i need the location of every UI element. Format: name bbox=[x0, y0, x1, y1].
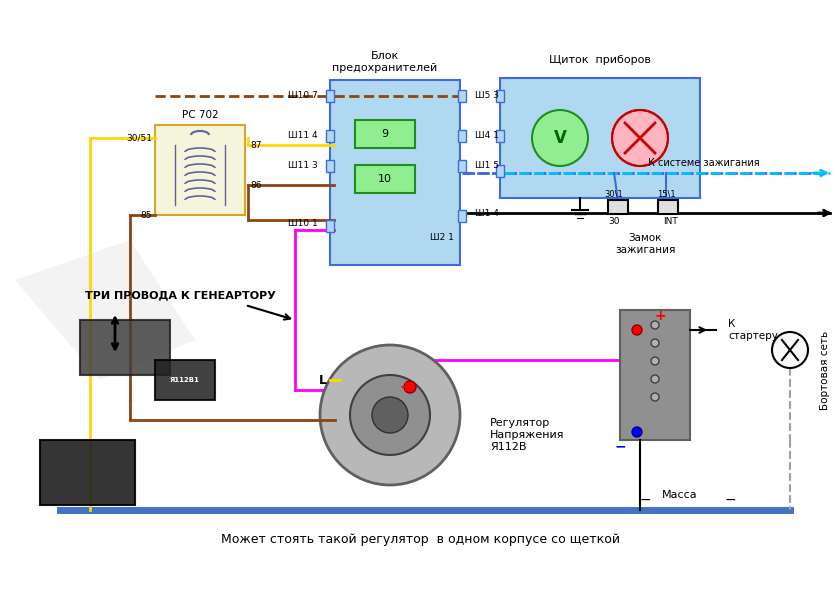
Text: 9: 9 bbox=[381, 129, 389, 139]
Bar bbox=[458, 160, 466, 172]
Bar bbox=[458, 90, 466, 102]
Text: Ш11 4: Ш11 4 bbox=[288, 131, 318, 140]
Bar bbox=[458, 210, 466, 222]
Text: 30/51: 30/51 bbox=[126, 134, 152, 143]
Bar bbox=[326, 220, 334, 232]
Bar bbox=[330, 80, 460, 265]
Text: Регулятор
Напряжения
Я112В: Регулятор Напряжения Я112В bbox=[490, 418, 565, 451]
Text: INT: INT bbox=[663, 217, 677, 226]
Text: ТРИ ПРОВОДА К ГЕНЕАРТОРУ: ТРИ ПРОВОДА К ГЕНЕАРТОРУ bbox=[85, 290, 276, 300]
Text: L: L bbox=[319, 374, 327, 386]
Text: Ш11 3: Ш11 3 bbox=[288, 162, 318, 171]
Circle shape bbox=[404, 381, 416, 393]
Bar bbox=[608, 200, 628, 214]
Text: 15\1: 15\1 bbox=[657, 189, 675, 198]
Text: Ш2 1: Ш2 1 bbox=[430, 233, 454, 242]
Bar bbox=[355, 120, 415, 148]
Text: Ш5 3: Ш5 3 bbox=[475, 91, 499, 100]
Bar bbox=[40, 440, 135, 505]
Text: Ш1 5: Ш1 5 bbox=[475, 162, 499, 171]
Circle shape bbox=[651, 339, 659, 347]
Text: Может стоять такой регулятор  в одном корпусе со щеткой: Может стоять такой регулятор в одном кор… bbox=[220, 534, 619, 546]
Text: К
стартеру: К стартеру bbox=[728, 319, 778, 341]
Text: 30: 30 bbox=[608, 217, 620, 226]
Text: V: V bbox=[554, 129, 566, 147]
Circle shape bbox=[651, 375, 659, 383]
Text: Масса: Масса bbox=[662, 490, 698, 500]
Circle shape bbox=[372, 397, 408, 433]
Circle shape bbox=[632, 427, 642, 437]
Bar bbox=[500, 78, 700, 198]
Bar bbox=[326, 130, 334, 142]
Text: 85: 85 bbox=[141, 211, 152, 220]
Text: −: − bbox=[614, 439, 626, 453]
Bar bbox=[155, 360, 215, 400]
Text: 86: 86 bbox=[250, 180, 261, 189]
Bar bbox=[496, 90, 504, 102]
Circle shape bbox=[651, 357, 659, 365]
Text: Бортовая сеть: Бортовая сеть bbox=[820, 330, 830, 410]
Text: +: + bbox=[399, 380, 411, 394]
Text: Ш10 1: Ш10 1 bbox=[288, 220, 318, 229]
Bar bbox=[496, 130, 504, 142]
Text: 30\1: 30\1 bbox=[605, 189, 623, 198]
Circle shape bbox=[532, 110, 588, 166]
Bar bbox=[326, 160, 334, 172]
Bar bbox=[496, 165, 504, 177]
Bar bbox=[80, 320, 170, 375]
Bar bbox=[326, 90, 334, 102]
Circle shape bbox=[350, 375, 430, 455]
Circle shape bbox=[632, 325, 642, 335]
Circle shape bbox=[651, 321, 659, 329]
Text: 87: 87 bbox=[250, 140, 261, 149]
Text: −: − bbox=[639, 493, 651, 507]
Text: +: + bbox=[654, 309, 666, 323]
Text: РС 702: РС 702 bbox=[182, 110, 219, 120]
Circle shape bbox=[612, 110, 668, 166]
Bar bbox=[658, 200, 678, 214]
Bar bbox=[458, 130, 466, 142]
Circle shape bbox=[320, 345, 460, 485]
Text: −: − bbox=[724, 493, 736, 507]
Text: Блок
предохранителей: Блок предохранителей bbox=[333, 51, 437, 73]
Text: Ш1 4: Ш1 4 bbox=[475, 210, 499, 219]
Bar bbox=[355, 165, 415, 193]
Text: К системе зажигания: К системе зажигания bbox=[649, 158, 760, 168]
Text: Ш10 7: Ш10 7 bbox=[288, 91, 318, 100]
Text: Замок
зажигания: Замок зажигания bbox=[615, 233, 675, 255]
Text: Я112В1: Я112В1 bbox=[170, 377, 200, 383]
Text: Щиток  приборов: Щиток приборов bbox=[549, 55, 651, 65]
Bar bbox=[155, 125, 245, 215]
Circle shape bbox=[772, 332, 808, 368]
Text: Ш4 1: Ш4 1 bbox=[475, 131, 499, 140]
Polygon shape bbox=[15, 240, 195, 380]
Bar bbox=[620, 310, 690, 440]
Text: 10: 10 bbox=[378, 174, 392, 184]
Circle shape bbox=[651, 393, 659, 401]
